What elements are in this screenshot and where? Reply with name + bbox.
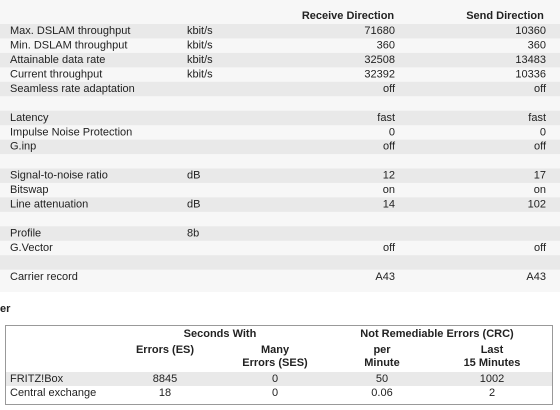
cell-value: 50 (376, 373, 388, 385)
row-unit: kbit/s (187, 40, 213, 52)
receive-value: A43 (375, 271, 395, 283)
send-value: off (534, 83, 547, 95)
row-label: Max. DSLAM throughput (10, 25, 130, 37)
row-background (0, 52, 560, 68)
column-header: 15 Minutes (464, 357, 521, 369)
column-header: Receive Direction (302, 10, 395, 22)
send-value: 13483 (515, 54, 546, 66)
row-label: Seamless rate adaptation (10, 83, 135, 95)
cell-value: 0 (272, 387, 278, 399)
row-label: Signal-to-noise ratio (10, 170, 108, 182)
cell-value: 8845 (153, 373, 177, 385)
row-unit: kbit/s (187, 68, 213, 80)
row-background (0, 139, 560, 155)
column-header: Errors (SES) (242, 357, 308, 369)
row-label: Line attenuation (10, 199, 88, 211)
receive-value: off (383, 83, 396, 95)
send-value: 360 (528, 40, 546, 52)
column-header: Last (481, 344, 504, 356)
send-value: 0 (540, 126, 546, 138)
row-label: FRITZ!Box (10, 373, 64, 385)
cell-value: 0.06 (371, 387, 392, 399)
row-unit: kbit/s (187, 54, 213, 66)
receive-value: 32508 (364, 54, 395, 66)
receive-value: 32392 (364, 68, 395, 80)
row-background (0, 226, 560, 241)
row-background (0, 255, 560, 270)
cell-value: 0 (272, 373, 278, 385)
row-background (0, 81, 560, 97)
receive-value: off (383, 141, 396, 153)
row-unit: dB (187, 199, 200, 211)
cell-value: 2 (489, 387, 495, 399)
row-background (0, 24, 560, 39)
group-header: Seconds With (184, 328, 257, 340)
row-unit: 8b (187, 227, 199, 239)
column-header: per (373, 344, 391, 356)
section-heading: er (0, 303, 11, 315)
row-label: Current throughput (10, 68, 102, 80)
row-label: Bitswap (10, 184, 49, 196)
receive-value: 71680 (364, 25, 395, 37)
send-value: off (534, 242, 547, 254)
receive-value: fast (377, 112, 395, 124)
column-header: Many (261, 344, 290, 356)
row-background (6, 372, 552, 386)
receive-value: on (383, 184, 395, 196)
cell-value: 18 (159, 387, 171, 399)
send-value: fast (528, 112, 546, 124)
row-label: Min. DSLAM throughput (10, 40, 127, 52)
row-unit: kbit/s (187, 25, 213, 37)
group-header: Not Remediable Errors (CRC) (360, 328, 514, 340)
column-header: Errors (ES) (136, 344, 194, 356)
send-value: 10336 (515, 68, 546, 80)
column-header: Minute (364, 357, 399, 369)
row-unit: dB (187, 170, 200, 182)
receive-value: 360 (377, 40, 395, 52)
send-value: on (534, 184, 546, 196)
row-background (0, 197, 560, 212)
send-value: 17 (534, 170, 546, 182)
row-label: Latency (10, 112, 49, 124)
send-value: 10360 (515, 25, 546, 37)
row-label: Carrier record (10, 271, 78, 283)
receive-value: 12 (383, 170, 395, 182)
row-background (0, 110, 560, 126)
row-label: Central exchange (10, 387, 96, 399)
row-label: G.inp (10, 141, 36, 153)
row-label: Profile (10, 227, 41, 239)
error-box (5, 325, 553, 405)
receive-value: 0 (389, 126, 395, 138)
row-label: Impulse Noise Protection (10, 126, 132, 138)
receive-value: 14 (383, 199, 395, 211)
send-value: A43 (526, 271, 546, 283)
send-value: off (534, 141, 547, 153)
row-background (0, 168, 560, 183)
cell-value: 1002 (480, 373, 504, 385)
column-header: Send Direction (466, 10, 544, 22)
send-value: 102 (528, 199, 546, 211)
row-label: G.Vector (10, 242, 53, 254)
row-label: Attainable data rate (10, 54, 105, 66)
receive-value: off (383, 242, 396, 254)
